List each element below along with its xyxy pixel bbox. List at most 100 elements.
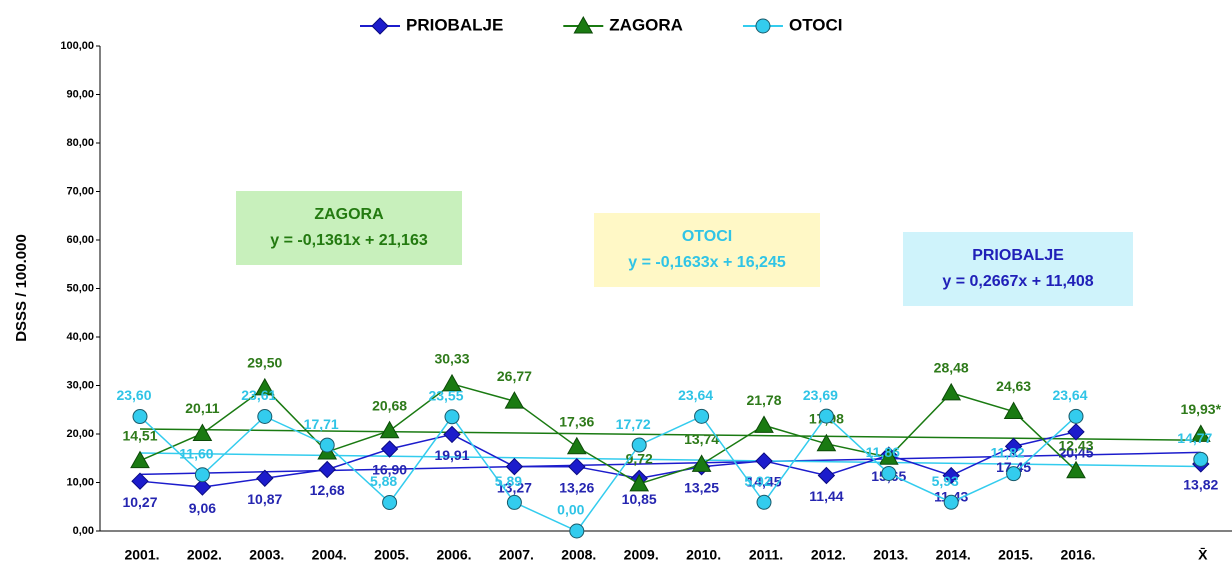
y-tick-label: 20,00 — [66, 428, 94, 440]
value-label: 11,60 — [179, 445, 213, 461]
value-label: 23,55 — [428, 387, 463, 403]
trend-box — [903, 232, 1133, 306]
trend-equation: y = -0,1361x + 21,163 — [270, 232, 428, 249]
series-line — [139, 383, 1077, 485]
value-label: 5,92 — [744, 473, 771, 489]
value-label: 14,45 — [746, 474, 781, 490]
marker — [382, 494, 398, 510]
value-label: 23,69 — [803, 387, 838, 403]
x-tick-label: 2010. — [686, 547, 721, 563]
value-label: 13,82 — [1183, 477, 1218, 493]
marker — [380, 440, 399, 458]
trend-title: OTOCI — [682, 228, 732, 245]
y-tick-label: 30,00 — [66, 379, 94, 391]
marker — [631, 437, 647, 453]
marker — [941, 382, 962, 401]
value-label: 30,33 — [434, 351, 469, 367]
trend-equation: y = -0,1633x + 16,245 — [628, 254, 786, 271]
marker — [756, 494, 772, 510]
marker — [881, 465, 897, 481]
x-tick-label: 2013. — [873, 547, 908, 563]
marker — [256, 469, 274, 487]
trend-box — [236, 191, 462, 265]
series-line — [139, 414, 1077, 532]
marker — [379, 420, 400, 439]
value-label: 10,85 — [622, 491, 657, 507]
y-tick-label: 90,00 — [66, 88, 94, 100]
x-tick-label: 2007. — [499, 547, 534, 563]
marker — [443, 425, 461, 444]
trend-line — [139, 428, 1201, 441]
legend-label: OTOCI — [789, 15, 843, 34]
marker — [629, 473, 650, 492]
legend-item: OTOCI — [742, 15, 843, 34]
y-tick-label: 60,00 — [66, 234, 94, 246]
x-tick-label: 2011. — [749, 547, 783, 563]
marker — [506, 494, 522, 510]
marker — [878, 447, 899, 465]
marker — [192, 423, 213, 441]
marker — [193, 478, 212, 496]
value-label: 12,68 — [310, 482, 345, 498]
y-tick-label: 40,00 — [66, 331, 94, 343]
value-label: 28,48 — [934, 360, 969, 376]
value-label: 13,74 — [684, 431, 719, 447]
value-label: 23,60 — [116, 387, 151, 403]
marker — [371, 17, 389, 35]
y-tick-label: 100,00 — [60, 40, 94, 52]
x-tick-label: X̄ — [1198, 546, 1208, 563]
trend-equation: y = 0,2667x + 11,408 — [942, 273, 1093, 290]
y-tick-label: 50,00 — [66, 282, 94, 294]
marker — [442, 373, 462, 392]
value-label: 5,88 — [370, 473, 397, 489]
value-label: 9,06 — [189, 500, 216, 516]
x-tick-label: 2005. — [374, 547, 409, 563]
trend-title: PRIOBALJE — [972, 247, 1064, 264]
marker — [755, 18, 771, 34]
marker — [319, 437, 335, 453]
value-label: 11,82 — [990, 444, 1024, 460]
x-tick-label: 2014. — [936, 547, 971, 563]
marker — [504, 391, 525, 409]
value-label: 14,51 — [122, 427, 157, 443]
marker — [130, 450, 150, 469]
marker — [755, 452, 773, 470]
value-label: 12,43 — [1058, 437, 1093, 453]
x-tick-label: 2016. — [1060, 547, 1095, 563]
marker — [816, 433, 837, 452]
y-tick-label: 80,00 — [66, 137, 94, 149]
value-label: 23,64 — [678, 387, 713, 403]
marker — [691, 454, 712, 472]
x-tick-label: 2015. — [998, 547, 1033, 563]
marker — [1003, 401, 1024, 420]
series-line — [139, 431, 1077, 488]
legend-label: PRIOBALJE — [406, 15, 503, 34]
marker — [1004, 437, 1023, 456]
marker — [694, 408, 710, 424]
marker — [1193, 451, 1209, 467]
value-label: 29,50 — [247, 355, 282, 371]
marker — [943, 494, 959, 510]
marker — [942, 466, 960, 485]
legend-label: ZAGORA — [609, 15, 683, 34]
value-label: 11,86 — [866, 444, 900, 460]
marker — [132, 409, 148, 425]
x-tick-label: 2003. — [249, 547, 284, 563]
x-tick-label: 2009. — [624, 547, 659, 563]
value-label: 17,71 — [304, 416, 339, 432]
value-label: 10,27 — [122, 494, 157, 510]
x-tick-label: 2004. — [312, 547, 347, 563]
marker — [257, 408, 273, 424]
value-label: 10,87 — [247, 491, 282, 507]
legend-item: PRIOBALJE — [360, 15, 503, 35]
value-label: 20,45 — [1058, 445, 1093, 461]
value-label: 13,25 — [684, 479, 719, 495]
marker — [318, 460, 336, 479]
value-label: 24,63 — [996, 378, 1031, 394]
marker — [194, 467, 210, 483]
marker — [1006, 466, 1022, 482]
x-tick-label: 2008. — [561, 547, 596, 563]
marker — [566, 436, 587, 455]
value-label: 20,11 — [185, 400, 219, 416]
